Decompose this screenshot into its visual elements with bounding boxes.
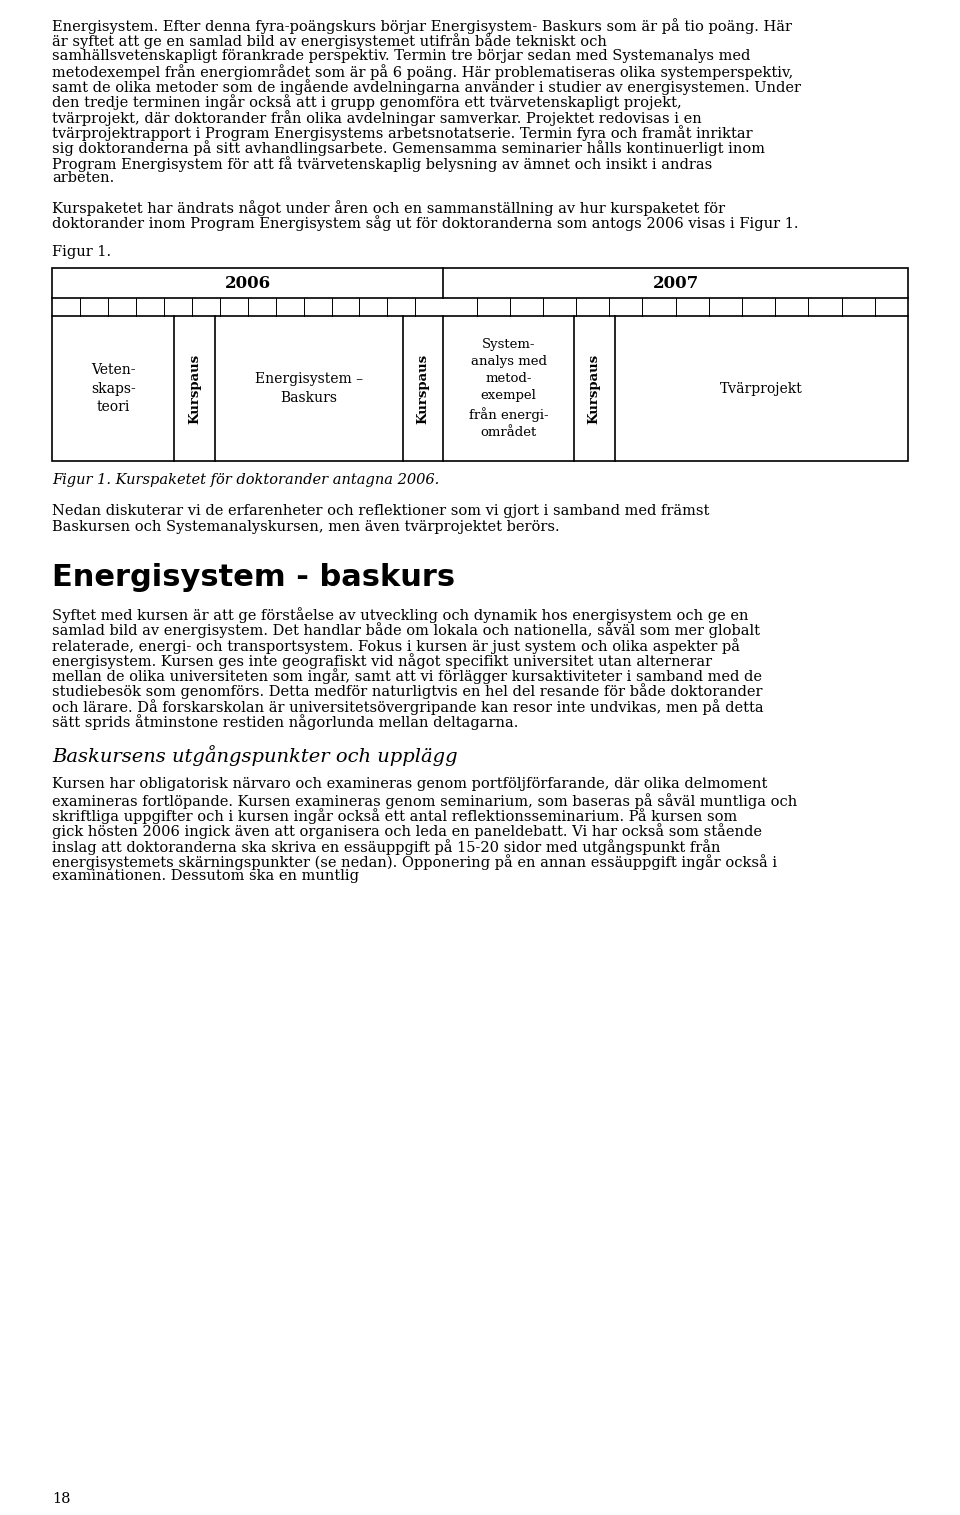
Text: 18: 18 [52,1492,70,1506]
Text: samlad bild av energisystem. Det handlar både om lokala och nationella, såväl so: samlad bild av energisystem. Det handlar… [52,623,760,638]
Text: Tvärprojekt: Tvärprojekt [720,382,803,395]
Text: examineras fortlöpande. Kursen examineras genom seminarium, som baseras på såväl: examineras fortlöpande. Kursen examinera… [52,792,797,809]
Text: inslag att doktoranderna ska skriva en essäuppgift på 15-20 sidor med utgångspun: inslag att doktoranderna ska skriva en e… [52,839,721,854]
Text: System-
analys med
metod-
exempel
från energi-
området: System- analys med metod- exempel från e… [468,338,548,439]
Text: är syftet att ge en samlad bild av energisystemet utifrån både tekniskt och: är syftet att ge en samlad bild av energ… [52,33,607,48]
Text: Kurspaketet har ändrats något under åren och en sammanställning av hur kurspaket: Kurspaketet har ändrats något under åren… [52,200,725,217]
Text: Baskursen och Systemanalyskursen, men även tvärprojektet berörs.: Baskursen och Systemanalyskursen, men äv… [52,520,560,533]
Text: Energisystem –
Baskurs: Energisystem – Baskurs [254,373,363,405]
Text: studiebesök som genomförs. Detta medför naturligtvis en hel del resande för både: studiebesök som genomförs. Detta medför … [52,683,762,700]
Text: Veten-
skaps-
teori: Veten- skaps- teori [91,364,135,414]
Text: Syftet med kursen är att ge förståelse av utveckling och dynamik hos energisyste: Syftet med kursen är att ge förståelse a… [52,608,749,623]
Text: Program Energisystem för att få tvärvetenskaplig belysning av ämnet och insikt i: Program Energisystem för att få tvärvete… [52,156,712,171]
Text: 2006: 2006 [225,274,271,292]
Text: Energisystem - baskurs: Energisystem - baskurs [52,564,455,592]
Text: Kurspaus: Kurspaus [417,353,429,424]
Text: mellan de olika universiteten som ingår, samt att vi förlägger kursaktiviteter i: mellan de olika universiteten som ingår,… [52,668,762,685]
Text: examinationen. Dessutom ska en muntlig: examinationen. Dessutom ska en muntlig [52,870,359,883]
Text: Kursen har obligatorisk närvaro och examineras genom portföljförfarande, där oli: Kursen har obligatorisk närvaro och exam… [52,777,767,791]
Text: doktorander inom Program Energisystem såg ut för doktoranderna som antogs 2006 v: doktorander inom Program Energisystem så… [52,215,799,232]
Text: skriftliga uppgifter och i kursen ingår också ett antal reflektionsseminarium. P: skriftliga uppgifter och i kursen ingår … [52,807,737,824]
Text: samhällsvetenskapligt förankrade perspektiv. Termin tre börjar sedan med Systema: samhällsvetenskapligt förankrade perspek… [52,48,751,62]
Text: energisystem. Kursen ges inte geografiskt vid något specifikt universitet utan a: energisystem. Kursen ges inte geografisk… [52,653,712,670]
Text: Energisystem. Efter denna fyra-poängskurs börjar Energisystem- Baskurs som är på: Energisystem. Efter denna fyra-poängskur… [52,18,792,33]
Text: tvärprojektrapport i Program Energisystems arbetsnotatserie. Termin fyra och fra: tvärprojektrapport i Program Energisyste… [52,126,753,141]
Text: Nedan diskuterar vi de erfarenheter och reflektioner som vi gjort i samband med : Nedan diskuterar vi de erfarenheter och … [52,504,709,518]
Text: energisystemets skärningspunkter (se nedan). Opponering på en annan essäuppgift : energisystemets skärningspunkter (se ned… [52,854,778,870]
Text: Figur 1.: Figur 1. [52,245,111,259]
Text: och lärare. Då forskarskolan är universitetsövergripande kan resor inte undvikas: och lärare. Då forskarskolan är universi… [52,698,763,715]
Text: metodexempel från energiområdet som är på 6 poäng. Här problematiseras olika sys: metodexempel från energiområdet som är p… [52,64,793,80]
Text: Baskursens utgångspunkter och upplägg: Baskursens utgångspunkter och upplägg [52,745,458,767]
Text: arbeten.: arbeten. [52,171,114,185]
Text: gick hösten 2006 ingick även att organisera och leda en paneldebatt. Vi har ocks: gick hösten 2006 ingick även att organis… [52,823,762,839]
Text: sig doktoranderna på sitt avhandlingsarbete. Gemensamma seminarier hålls kontinu: sig doktoranderna på sitt avhandlingsarb… [52,141,765,156]
Text: sätt sprids åtminstone restiden någorlunda mellan deltagarna.: sätt sprids åtminstone restiden någorlun… [52,714,518,730]
Bar [52,268,908,461]
Text: relaterade, energi- och transportsystem. Fokus i kursen är just system och olika: relaterade, energi- och transportsystem.… [52,638,740,653]
Text: Kurspaus: Kurspaus [588,353,601,424]
Text: tvärprojekt, där doktorander från olika avdelningar samverkar. Projektet redovis: tvärprojekt, där doktorander från olika … [52,109,702,126]
Text: den tredje terminen ingår också att i grupp genomföra ett tvärvetenskapligt proj: den tredje terminen ingår också att i gr… [52,94,682,111]
Text: samt de olika metoder som de ingående avdelningarna använder i studier av energi: samt de olika metoder som de ingående av… [52,79,801,95]
Text: Figur 1. Kurspaketet för doktorander antagna 2006.: Figur 1. Kurspaketet för doktorander ant… [52,473,440,488]
Text: Kurspaus: Kurspaus [188,353,202,424]
Text: 2007: 2007 [653,274,699,292]
